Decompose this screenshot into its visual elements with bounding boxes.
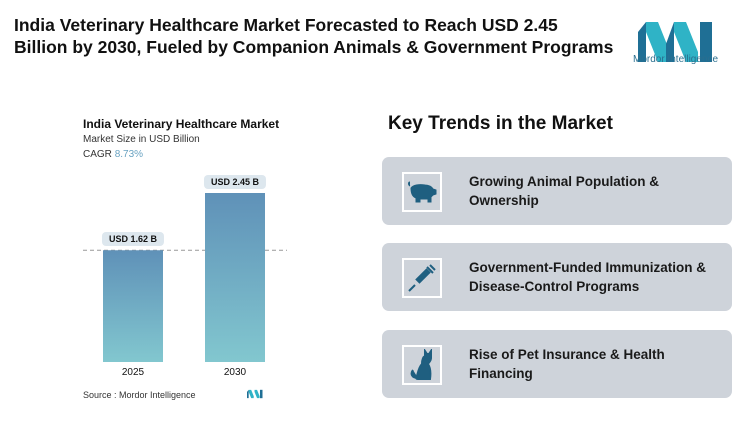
x-tick-label: 2025 [121,367,145,378]
trend-card-animal-population: Growing Animal Population & Ownership [382,157,732,225]
cagr-label: CAGR [83,149,112,160]
cagr: CAGR 8.73% [83,149,143,160]
bar-2030 [205,193,265,362]
logo-text: Mordor Intelligence [633,54,719,65]
trend-label: Government-Funded Immunization & Disease… [469,260,707,294]
mordor-intelligence-logo [638,22,712,62]
trend-card-pet-insurance: Rise of Pet Insurance & Health Financing [382,330,732,398]
trend-label: Rise of Pet Insurance & Health Financing [469,347,665,381]
page-title: India Veterinary Healthcare Market Forec… [14,15,614,57]
data-label: USD 1.62 B [101,232,165,247]
cat-icon [402,345,442,385]
source: Source : Mordor Intelligence [83,390,196,400]
trend-label: Growing Animal Population & Ownership [469,174,659,208]
bar-chart [83,193,287,362]
x-tick-label: 2030 [223,367,247,378]
data-label: USD 2.45 B [203,175,267,189]
chart-title: India Veterinary Healthcare Market [83,117,280,131]
chart-subtitle: Market Size in USD Billion [83,134,200,145]
key-trends-heading: Key Trends in the Market [388,113,613,134]
cagr-value: 8.73% [114,149,144,160]
syringe-icon [402,258,442,298]
trend-card-immunization: Government-Funded Immunization & Disease… [382,243,732,311]
pig-icon [402,172,442,212]
bar-2025 [103,250,163,362]
small-logo-icon [247,389,263,399]
